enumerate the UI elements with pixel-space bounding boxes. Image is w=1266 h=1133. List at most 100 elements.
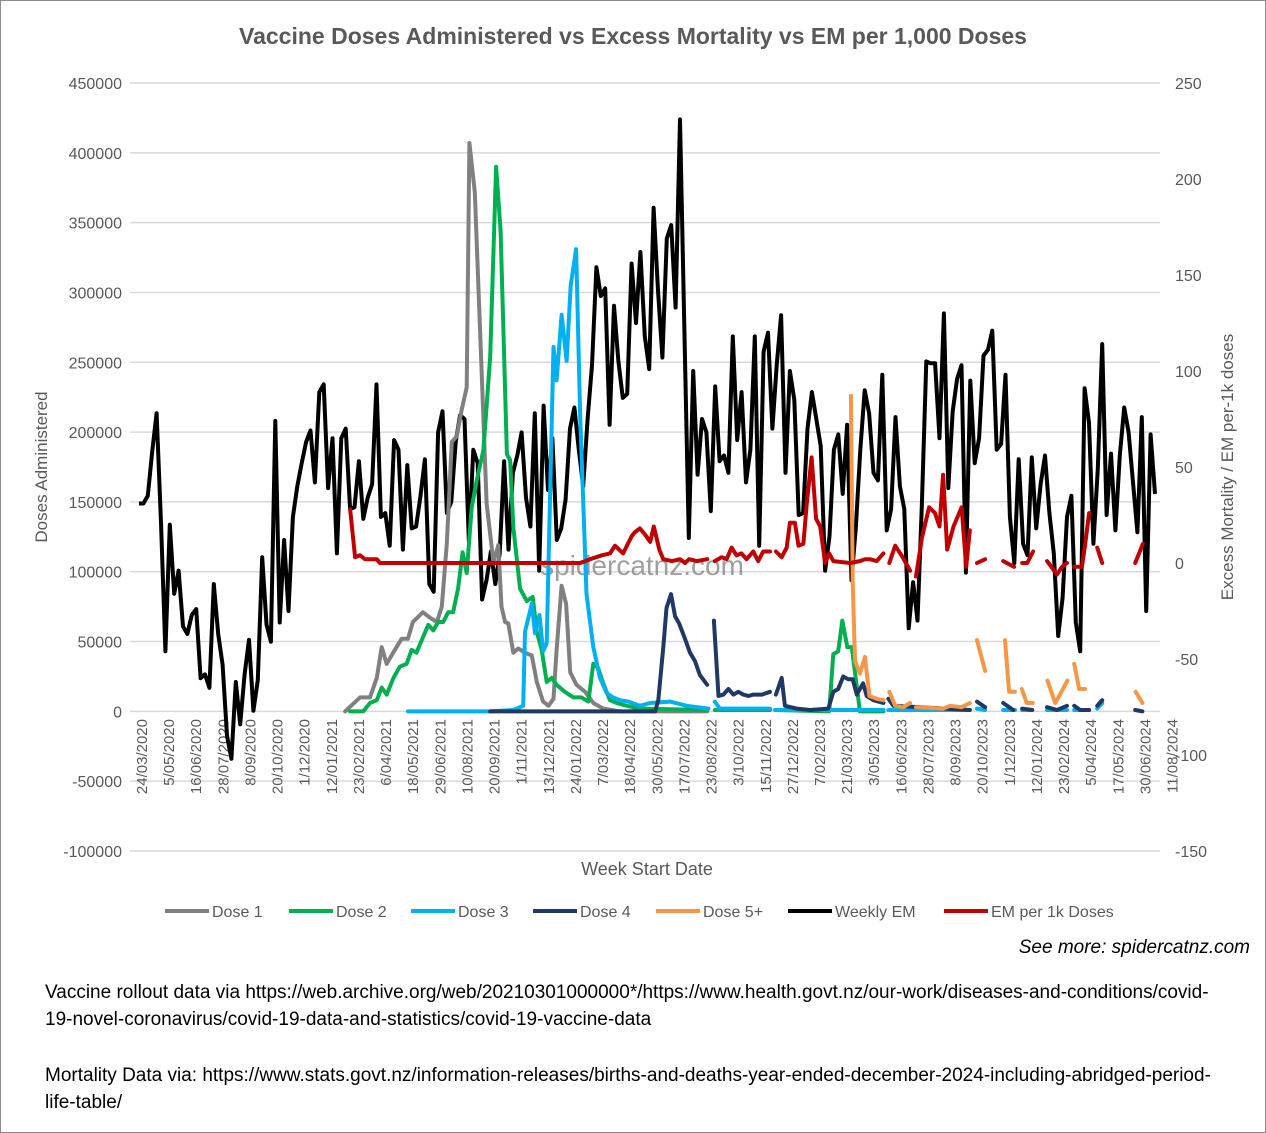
x-tick-label: 23/02/2024 <box>1056 719 1073 794</box>
legend-label: Dose 1 <box>212 904 263 921</box>
y-tick-label: 100000 <box>69 565 122 582</box>
dose-5--line <box>914 701 972 711</box>
x-tick-label: 30/05/2022 <box>649 719 666 794</box>
x-tick-label: 10/08/2021 <box>459 719 476 794</box>
dose-1-line <box>343 141 710 714</box>
x-axis-title: Week Start Date <box>581 859 713 879</box>
x-tick-label: 18/05/2021 <box>405 719 422 794</box>
em-per-1k-doses-line <box>348 507 710 565</box>
em-per-1k-doses-line <box>1072 511 1092 569</box>
dose-3-line <box>975 706 988 712</box>
dose-5--line <box>1019 687 1035 705</box>
dose-2-line <box>348 164 710 714</box>
x-tick-label: 21/03/2023 <box>839 719 856 794</box>
dose-5--line <box>848 393 886 703</box>
em-per-1k-doses-line <box>773 455 886 565</box>
y-tick-label: -50000 <box>72 774 122 791</box>
dose-5--line <box>887 689 913 710</box>
y-tick-label: -100000 <box>63 844 122 861</box>
legend-item-dose-5-: Dose 5+ <box>656 904 763 921</box>
y2-tick-label: 200 <box>1175 172 1202 189</box>
em-per-1k-doses-line <box>1001 559 1017 569</box>
y-tick-label: 300000 <box>69 285 122 302</box>
x-tick-label: 30/06/2024 <box>1137 719 1154 794</box>
legend-label: Dose 2 <box>336 904 387 921</box>
y-tick-label: 50000 <box>78 635 123 652</box>
y2-tick-label: 250 <box>1175 76 1202 93</box>
x-tick-label: 13/12/2021 <box>541 719 558 794</box>
em-per-1k-doses-line <box>1095 545 1105 565</box>
legend-label: Weekly EM <box>835 904 916 921</box>
see-more-link[interactable]: See more: spidercatnz.com <box>1018 937 1250 958</box>
em-per-1k-doses-line <box>887 543 913 573</box>
x-tick-label: 7/03/2022 <box>595 719 612 786</box>
x-tick-label: 15/11/2022 <box>758 719 775 793</box>
x-tick-label: 5/04/2024 <box>1083 719 1100 786</box>
em-per-1k-doses-line <box>975 557 988 565</box>
y2-tick-label: 50 <box>1175 460 1193 477</box>
dose-4-line <box>1045 703 1069 712</box>
left-axis-ticks: 450000 400000 350000 300000 250000 200000 1500… <box>63 76 122 861</box>
x-tick-label: 28/07/2023 <box>920 719 937 794</box>
dose-4-line <box>773 674 886 712</box>
vaccine-source-note: Vaccine rollout data via https://web.arc… <box>45 982 1209 1030</box>
y-tick-label: 0 <box>113 704 122 721</box>
watermark: spidercatnz.com <box>540 550 744 581</box>
y-tick-label: 350000 <box>69 216 122 233</box>
dose-4-line <box>1133 708 1145 714</box>
x-tick-label: 17/07/2022 <box>676 719 693 794</box>
dose-5--line <box>1072 661 1087 691</box>
y2-axis-title: Excess Mortality / EM per-1k doses <box>1218 334 1237 600</box>
x-tick-label: 24/01/2022 <box>568 719 585 794</box>
legend-item-dose-4: Dose 4 <box>533 904 631 921</box>
dose-4-line <box>975 699 988 710</box>
x-tick-label: 12/01/2021 <box>324 719 341 794</box>
y2-tick-label: 150 <box>1175 268 1202 285</box>
legend-item-em-per-1k-doses: EM per 1k Doses <box>944 904 1114 921</box>
x-tick-label: 6/04/2021 <box>378 719 395 786</box>
x-tick-label: 16/06/2020 <box>188 719 205 794</box>
dose-4-line <box>488 592 710 714</box>
y2-tick-label: -100 <box>1175 748 1207 765</box>
y-tick-label: 400000 <box>69 146 122 163</box>
legend-label: Dose 4 <box>580 904 631 921</box>
x-tick-label: 1/12/2020 <box>297 719 314 786</box>
legend-label: Dose 3 <box>458 904 509 921</box>
mortality-source-note: Mortality Data via: https://www.stats.go… <box>45 1065 1211 1113</box>
y-tick-label: 200000 <box>69 425 122 442</box>
em-per-1k-doses-line <box>914 472 972 579</box>
dose-5--line <box>975 638 988 673</box>
em-per-1k-doses-line <box>712 545 772 564</box>
em-per-1k-doses-line <box>1020 549 1036 565</box>
series-layer <box>139 117 1157 761</box>
x-tick-label: 20/10/2023 <box>975 719 992 794</box>
x-tick-label: 23/02/2021 <box>351 719 368 794</box>
x-tick-label: 1/12/2023 <box>1002 719 1019 786</box>
legend-item-dose-2: Dose 2 <box>289 904 387 921</box>
x-tick-label: 20/09/2021 <box>487 719 504 794</box>
chart-title: Vaccine Doses Administered vs Excess Mor… <box>239 23 1027 49</box>
legend-item-dose-1: Dose 1 <box>165 904 263 921</box>
legend-item-weekly-em: Weekly EM <box>788 904 916 921</box>
legend-label: Dose 5+ <box>703 904 763 921</box>
dose-4-line <box>711 618 772 698</box>
dose-4-line <box>1001 701 1016 712</box>
x-tick-label: 17/05/2024 <box>1110 719 1127 794</box>
y2-tick-label: 0 <box>1175 556 1184 573</box>
y-axis-title: Doses Administered <box>32 391 51 542</box>
dose-4-line <box>1095 698 1105 708</box>
x-tick-label: 8/09/2023 <box>948 719 965 786</box>
dose-5--line <box>1133 689 1145 705</box>
x-tick-label: 27/12/2022 <box>785 719 802 794</box>
x-tick-label: 18/04/2022 <box>622 719 639 794</box>
x-tick-label: 20/10/2020 <box>270 719 287 794</box>
right-axis-ticks: 250 200 150 100 50 0 -50 -100 -150 <box>1175 76 1207 861</box>
legend: Dose 1 Dose 2 Dose 3 Dose 4 Dose 5+ Weekly EM… <box>165 904 1114 921</box>
x-tick-label: 3/05/2023 <box>866 719 883 786</box>
x-tick-label: 24/03/2020 <box>134 719 151 794</box>
x-axis-ticks: 24/03/2020 5/05/2020 16/06/2020 28/07/2020 8… <box>134 719 1182 794</box>
legend-label: EM per 1k Doses <box>991 904 1114 921</box>
x-tick-label: 11/08/2024 <box>1165 719 1182 793</box>
em-per-1k-doses-line <box>1045 559 1069 577</box>
y-tick-label: 150000 <box>69 495 122 512</box>
